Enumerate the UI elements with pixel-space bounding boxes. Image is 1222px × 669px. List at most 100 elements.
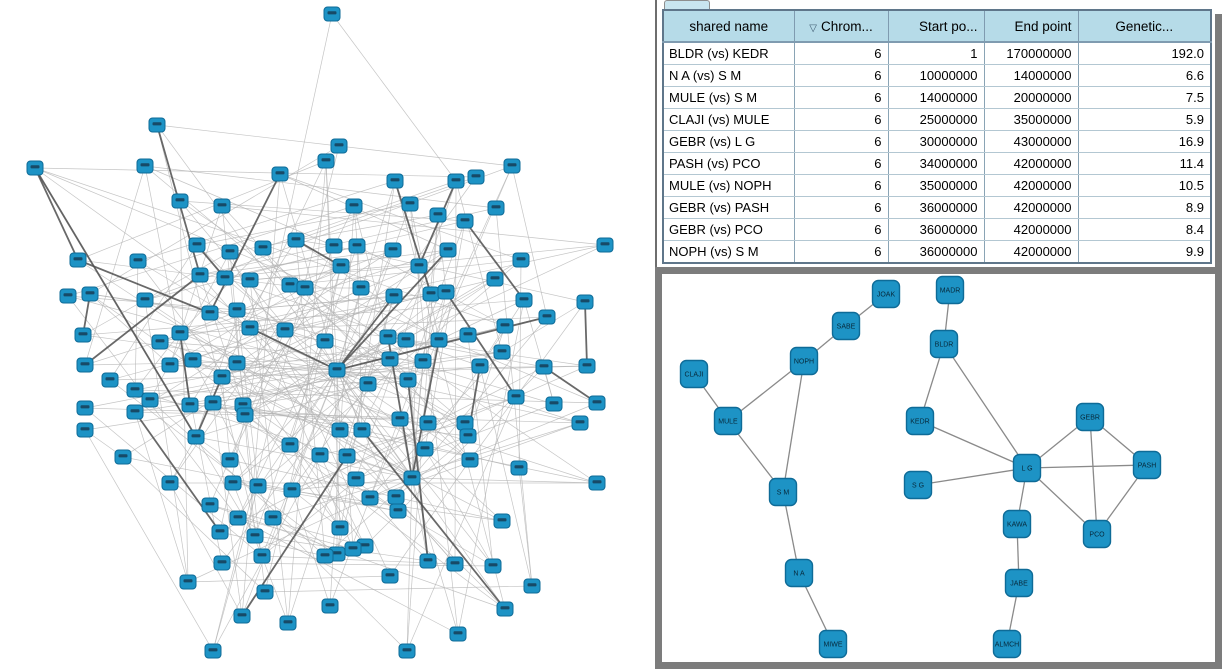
- graph-node[interactable]: [510, 460, 528, 476]
- table-row[interactable]: NOPH (vs) S M 6 36000000 42000000 9.9: [662, 240, 1212, 264]
- table-cell[interactable]: GEBR (vs) L G: [662, 130, 795, 153]
- graph-node[interactable]: [486, 271, 504, 287]
- network-edge[interactable]: [1026, 464, 1148, 469]
- graph-node[interactable]: [317, 153, 335, 169]
- table-cell[interactable]: 14000000: [887, 86, 985, 109]
- graph-node[interactable]: [493, 344, 511, 360]
- graph-node[interactable]: [429, 207, 447, 223]
- column-header-1[interactable]: ▽ Chrom...: [793, 9, 889, 43]
- graph-node[interactable]: [439, 242, 457, 258]
- graph-node[interactable]: [419, 415, 437, 431]
- network-node-PASH[interactable]: PASH: [1132, 450, 1162, 480]
- graph-node[interactable]: [188, 237, 206, 253]
- table-cell[interactable]: 170000000: [983, 41, 1079, 65]
- graph-node[interactable]: [114, 449, 132, 465]
- table-row[interactable]: MULE (vs) NOPH 6 35000000 42000000 10.5: [662, 174, 1212, 197]
- graph-node[interactable]: [181, 397, 199, 413]
- graph-node[interactable]: [187, 429, 205, 445]
- table-cell[interactable]: 34000000: [887, 152, 985, 175]
- network-node-JABE[interactable]: JABE: [1004, 568, 1034, 598]
- network-node-N-A[interactable]: N A: [784, 558, 814, 588]
- network-edge[interactable]: [943, 343, 1028, 469]
- graph-node[interactable]: [246, 528, 264, 544]
- graph-node[interactable]: [437, 284, 455, 300]
- graph-node[interactable]: [391, 411, 409, 427]
- table-cell[interactable]: 35000000: [887, 174, 985, 197]
- table-cell[interactable]: 6: [793, 174, 889, 197]
- graph-node[interactable]: [588, 395, 606, 411]
- graph-node[interactable]: [328, 362, 346, 378]
- table-cell[interactable]: BLDR (vs) KEDR: [662, 41, 795, 65]
- graph-node[interactable]: [26, 160, 44, 176]
- graph-node[interactable]: [171, 325, 189, 341]
- table-cell[interactable]: MULE (vs) S M: [662, 86, 795, 109]
- graph-node[interactable]: [571, 415, 589, 431]
- table-row[interactable]: CLAJI (vs) MULE 6 25000000 35000000 5.9: [662, 108, 1212, 131]
- graph-node[interactable]: [338, 448, 356, 464]
- table-cell[interactable]: 6: [793, 240, 889, 264]
- main-network-view[interactable]: [0, 0, 655, 669]
- table-cell[interactable]: 42000000: [983, 152, 1079, 175]
- graph-node[interactable]: [496, 318, 514, 334]
- graph-node[interactable]: [216, 270, 234, 286]
- graph-node[interactable]: [361, 490, 379, 506]
- graph-node[interactable]: [379, 329, 397, 345]
- table-cell[interactable]: GEBR (vs) PASH: [662, 196, 795, 219]
- table-cell[interactable]: 36000000: [887, 218, 985, 241]
- graph-node[interactable]: [161, 475, 179, 491]
- graph-node[interactable]: [578, 358, 596, 374]
- graph-node[interactable]: [224, 475, 242, 491]
- table-cell[interactable]: 7.5: [1077, 86, 1212, 109]
- table-cell[interactable]: 30000000: [887, 130, 985, 153]
- graph-node[interactable]: [323, 6, 341, 22]
- graph-node[interactable]: [399, 372, 417, 388]
- graph-node[interactable]: [76, 357, 94, 373]
- graph-node[interactable]: [507, 389, 525, 405]
- graph-node[interactable]: [596, 237, 614, 253]
- table-row[interactable]: MULE (vs) S M 6 14000000 20000000 7.5: [662, 86, 1212, 109]
- subnetwork-canvas[interactable]: JOAK MADR SABE BLDR NOPH CLAJI MULE KEDR GEBR L G…: [662, 274, 1215, 662]
- table-cell[interactable]: PASH (vs) PCO: [662, 152, 795, 175]
- table-row[interactable]: GEBR (vs) PASH 6 36000000 42000000 8.9: [662, 196, 1212, 219]
- graph-node[interactable]: [76, 422, 94, 438]
- table-cell[interactable]: 35000000: [983, 108, 1079, 131]
- graph-node[interactable]: [126, 404, 144, 420]
- table-tab-fragment[interactable]: [664, 0, 710, 9]
- graph-node[interactable]: [456, 415, 474, 431]
- graph-node[interactable]: [345, 198, 363, 214]
- graph-node[interactable]: [283, 482, 301, 498]
- table-cell[interactable]: 6: [793, 64, 889, 87]
- table-row[interactable]: BLDR (vs) KEDR 6 1 170000000 192.0: [662, 41, 1212, 65]
- graph-node[interactable]: [229, 510, 247, 526]
- graph-node[interactable]: [281, 437, 299, 453]
- network-node-MIWE[interactable]: MIWE: [818, 629, 848, 659]
- network-node-NOPH[interactable]: NOPH: [789, 346, 819, 376]
- graph-node[interactable]: [385, 288, 403, 304]
- graph-node[interactable]: [201, 305, 219, 321]
- table-cell[interactable]: 42000000: [983, 174, 1079, 197]
- graph-node[interactable]: [179, 574, 197, 590]
- column-header-3[interactable]: End point: [983, 9, 1079, 43]
- table-cell[interactable]: MULE (vs) NOPH: [662, 174, 795, 197]
- network-node-S-M[interactable]: S M: [768, 477, 798, 507]
- graph-node[interactable]: [184, 352, 202, 368]
- graph-node[interactable]: [161, 357, 179, 373]
- table-row[interactable]: GEBR (vs) L G 6 30000000 43000000 16.9: [662, 130, 1212, 153]
- graph-node[interactable]: [398, 643, 416, 659]
- table-cell[interactable]: 1: [887, 41, 985, 65]
- table-cell[interactable]: 6.6: [1077, 64, 1212, 87]
- graph-node[interactable]: [503, 158, 521, 174]
- graph-node[interactable]: [201, 497, 219, 513]
- graph-node[interactable]: [410, 258, 428, 274]
- graph-node[interactable]: [148, 117, 166, 133]
- network-node-CLAJI[interactable]: CLAJI: [679, 359, 709, 389]
- graph-node[interactable]: [331, 422, 349, 438]
- graph-node[interactable]: [151, 334, 169, 350]
- column-header-0[interactable]: shared name: [662, 9, 795, 43]
- graph-node[interactable]: [588, 475, 606, 491]
- graph-node[interactable]: [389, 503, 407, 519]
- graph-node[interactable]: [191, 267, 209, 283]
- table-cell[interactable]: N A (vs) S M: [662, 64, 795, 87]
- graph-node[interactable]: [69, 252, 87, 268]
- graph-node[interactable]: [211, 524, 229, 540]
